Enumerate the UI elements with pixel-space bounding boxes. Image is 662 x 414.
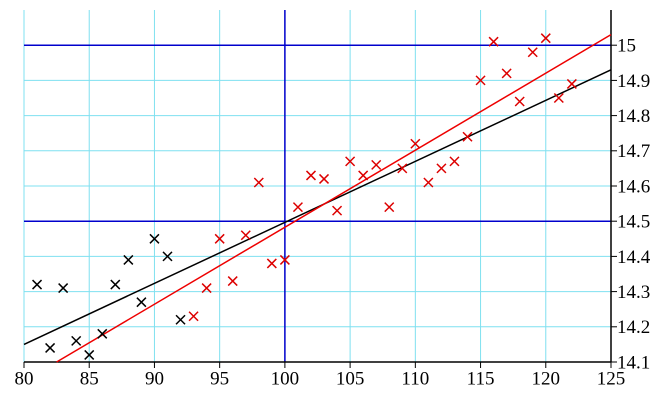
x-tick-label: 85 xyxy=(80,368,99,389)
point xyxy=(71,335,82,346)
y-tick-label: 14.7 xyxy=(617,141,650,162)
point xyxy=(136,297,147,308)
y-tick-label: 14.3 xyxy=(617,282,650,303)
point xyxy=(423,177,434,188)
point xyxy=(58,283,69,294)
point xyxy=(345,156,356,167)
point xyxy=(540,33,551,44)
point xyxy=(371,159,382,170)
point xyxy=(188,311,199,322)
point xyxy=(240,230,251,241)
point xyxy=(449,156,460,167)
point xyxy=(527,47,538,58)
y-tick-label: 14.1 xyxy=(617,352,650,373)
point xyxy=(436,163,447,174)
x-tick-label: 125 xyxy=(597,368,626,389)
point xyxy=(201,283,212,294)
point xyxy=(462,131,473,142)
point xyxy=(32,279,43,290)
y-tick-label: 14.2 xyxy=(617,317,650,338)
point xyxy=(397,163,408,174)
x-tick-label: 110 xyxy=(401,368,429,389)
point xyxy=(214,233,225,244)
point xyxy=(501,68,512,79)
point xyxy=(45,342,56,353)
x-tick-label: 90 xyxy=(145,368,164,389)
point xyxy=(475,75,486,86)
point xyxy=(84,349,95,360)
point xyxy=(384,202,395,213)
x-tick-label: 80 xyxy=(15,368,34,389)
y-tick-label: 14.8 xyxy=(617,106,650,127)
point xyxy=(566,78,577,89)
y-tick-label: 14.4 xyxy=(617,247,651,268)
point xyxy=(149,233,160,244)
x-tick-label: 100 xyxy=(271,368,300,389)
x-tick-label: 95 xyxy=(210,368,229,389)
point xyxy=(305,170,317,181)
point xyxy=(410,138,421,149)
point xyxy=(292,202,303,213)
point xyxy=(318,173,330,184)
x-tick-label: 120 xyxy=(532,368,561,389)
point xyxy=(123,254,134,265)
point xyxy=(553,92,564,104)
x-tick-label: 105 xyxy=(336,368,365,389)
x-tick-label: 115 xyxy=(467,368,495,389)
fit-line xyxy=(56,33,612,363)
y-tick-label: 15 xyxy=(617,36,636,57)
point xyxy=(488,36,499,47)
point xyxy=(227,276,238,287)
point xyxy=(266,258,277,269)
y-tick-label: 14.5 xyxy=(617,212,650,233)
point xyxy=(253,177,264,188)
point xyxy=(162,251,173,262)
y-tick-label: 14.6 xyxy=(617,176,650,197)
point xyxy=(514,96,525,107)
point xyxy=(97,328,108,339)
point xyxy=(175,314,186,325)
point xyxy=(110,279,121,290)
y-tick-label: 14.9 xyxy=(617,71,650,92)
point xyxy=(332,205,343,216)
point xyxy=(279,254,290,265)
point xyxy=(358,170,369,181)
